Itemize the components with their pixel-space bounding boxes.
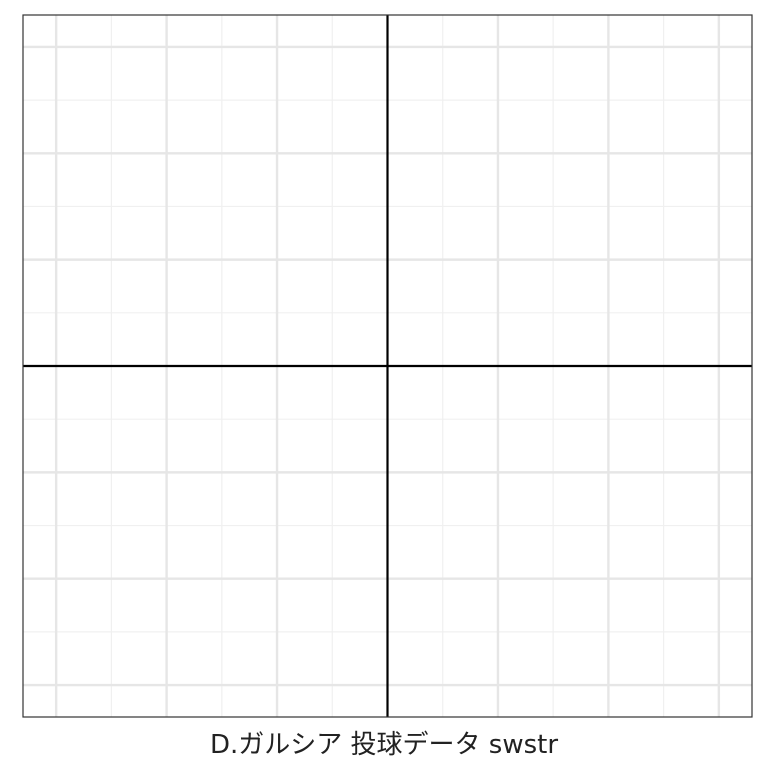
plot-frame: [22, 14, 753, 718]
x-axis-label: D.ガルシア 投球データ swstr: [209, 730, 559, 760]
